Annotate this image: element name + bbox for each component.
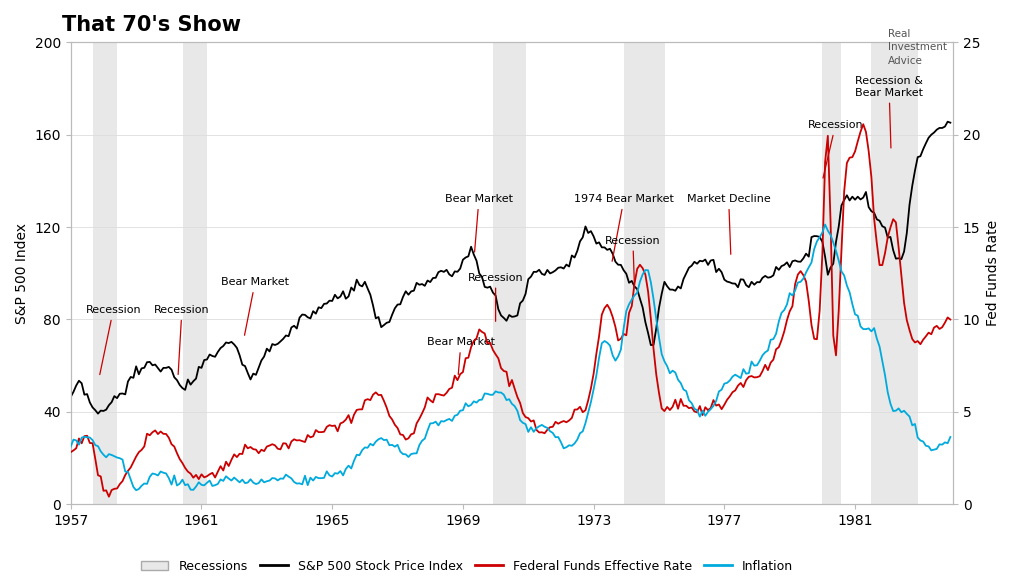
Text: That 70's Show: That 70's Show: [62, 15, 241, 35]
Legend: Recessions, S&P 500 Stock Price Index, Federal Funds Effective Rate, Inflation: Recessions, S&P 500 Stock Price Index, F…: [136, 555, 798, 578]
Text: Real
Investment
Advice: Real Investment Advice: [888, 29, 947, 65]
Text: Recession: Recession: [85, 305, 141, 374]
Y-axis label: Fed Funds Rate: Fed Funds Rate: [986, 220, 1000, 326]
Bar: [493, 42, 526, 505]
Bar: [822, 42, 841, 505]
Text: 1974 Bear Market: 1974 Bear Market: [574, 194, 674, 261]
Text: Market Decline: Market Decline: [687, 194, 770, 254]
Bar: [183, 42, 207, 505]
Text: Recession: Recession: [154, 305, 210, 374]
Text: Recession: Recession: [468, 273, 524, 321]
Bar: [872, 42, 918, 505]
Text: Recession: Recession: [808, 120, 864, 178]
Bar: [623, 42, 665, 505]
Y-axis label: S&P 500 Index: S&P 500 Index: [15, 223, 29, 324]
Bar: [92, 42, 117, 505]
Text: Bear Market: Bear Market: [221, 277, 289, 335]
Text: Recession &
Bear Market: Recession & Bear Market: [855, 76, 923, 148]
Text: Bear Market: Bear Market: [427, 337, 495, 374]
Text: Recession: Recession: [605, 235, 661, 284]
Text: Bear Market: Bear Market: [445, 194, 513, 252]
